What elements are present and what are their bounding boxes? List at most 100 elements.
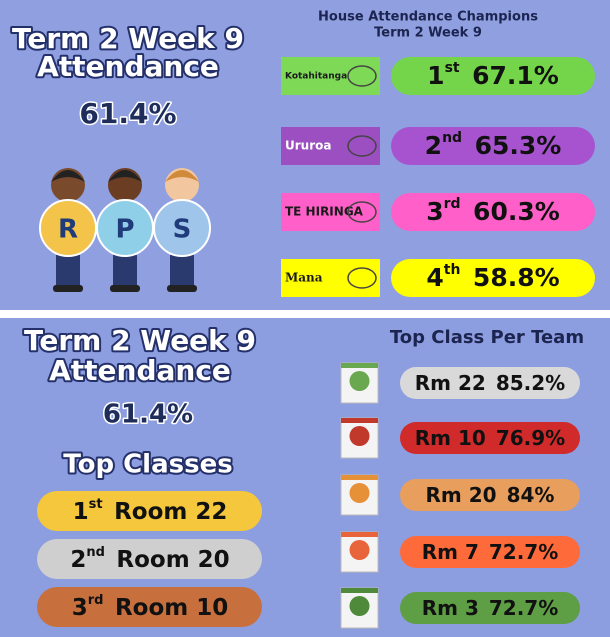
percent: 85.2% <box>496 371 565 395</box>
team-icon-top <box>341 475 378 480</box>
house-emblem <box>347 201 377 223</box>
overall: 61.4% <box>103 400 193 430</box>
team-pill <box>400 422 580 454</box>
house-title: House Attendance Champions <box>318 10 538 25</box>
title: Attendance <box>37 50 219 83</box>
room: Rm 3 <box>422 596 479 620</box>
room: Room 22 <box>114 499 227 525</box>
rank: 1 <box>73 499 89 525</box>
team-icon-top <box>341 532 378 537</box>
class-result: 2nd Room 20 <box>70 545 229 573</box>
room: Room 10 <box>115 595 228 621</box>
gap <box>486 371 496 395</box>
house-subtitle: Term 2 Week 9 <box>374 26 482 41</box>
house-emblem <box>347 135 377 157</box>
team-result: Rm 22 85.2% <box>415 371 565 395</box>
class-pill <box>37 491 262 531</box>
team-pill <box>400 536 580 568</box>
rank: 3 <box>72 595 88 621</box>
house-name: TE HIRINGA <box>285 205 364 219</box>
rank: 2 <box>425 131 442 160</box>
kid-shoes <box>167 285 197 292</box>
room: Rm 22 <box>415 371 486 395</box>
house-pill <box>391 127 595 165</box>
top-classes-title: Top Classes <box>63 450 232 480</box>
rank-suffix: st <box>445 60 460 76</box>
team-icon-emblem <box>349 371 370 391</box>
rank: 1 <box>427 61 444 90</box>
kid-hair <box>108 170 142 182</box>
gap <box>479 540 489 564</box>
percent: 65.3% <box>475 131 562 160</box>
rank: 4 <box>426 263 443 292</box>
house-name: Mana <box>285 271 323 285</box>
kid-shoes <box>110 285 140 292</box>
house-name: Kotahitanga <box>285 72 347 82</box>
rank-suffix: st <box>89 497 103 512</box>
house-pill <box>391 57 595 95</box>
rank-suffix: th <box>444 262 461 278</box>
team-result: Rm 10 76.9% <box>415 426 565 450</box>
kid-badge <box>153 199 211 257</box>
house-emblem <box>347 65 377 87</box>
room: Room 20 <box>116 547 229 573</box>
team-result: Rm 7 72.7% <box>422 540 559 564</box>
class-pill <box>37 587 262 627</box>
team-icon-top <box>341 418 378 423</box>
gap <box>105 547 117 573</box>
rank-suffix: rd <box>444 196 461 212</box>
percent: 60.3% <box>473 197 560 226</box>
team-title: Top Class Per Team <box>390 327 584 348</box>
percent: 58.8% <box>473 263 560 292</box>
rank-suffix: nd <box>86 545 105 560</box>
house-banner <box>281 127 380 165</box>
kid-hair <box>165 170 199 182</box>
gap <box>103 595 115 621</box>
percent: 67.1% <box>472 61 559 90</box>
percent: 84% <box>507 483 555 507</box>
house-banner <box>281 193 380 231</box>
room: Rm 10 <box>415 426 486 450</box>
team-icon-emblem <box>349 596 370 616</box>
logo-letter: S <box>173 215 192 245</box>
team-icon-emblem <box>349 483 370 503</box>
logo-letter: R <box>58 215 78 245</box>
house-emblem <box>347 267 377 289</box>
kid-legs <box>113 255 137 287</box>
house-pill <box>391 259 595 297</box>
rank-suffix: nd <box>442 130 462 146</box>
team-pill <box>400 592 580 624</box>
percent: 76.9% <box>496 426 565 450</box>
logo-letter: P <box>115 215 134 245</box>
rank-suffix: rd <box>88 593 104 608</box>
class-pill <box>37 539 262 579</box>
gap <box>460 61 473 90</box>
kid-shoes <box>53 285 83 292</box>
gap <box>462 131 475 160</box>
title: Term 2 Week 9 <box>12 22 244 55</box>
house-result: 1st 67.1% <box>427 60 559 90</box>
gap <box>103 499 115 525</box>
house-result: 2nd 65.3% <box>425 130 562 160</box>
gap <box>486 426 496 450</box>
house-name: Ururoa <box>285 139 331 153</box>
class-result: 3rd Room 10 <box>72 593 229 621</box>
team-pill <box>400 367 580 399</box>
team-icon-emblem <box>349 540 370 560</box>
house-result: 3rd 60.3% <box>426 196 560 226</box>
kid-hair <box>51 170 85 182</box>
gap <box>461 197 474 226</box>
title: Term 2 Week 9 <box>24 324 256 357</box>
class-result: 1st Room 22 <box>73 497 228 525</box>
gap <box>479 596 489 620</box>
gap <box>497 483 507 507</box>
team-icon-top <box>341 588 378 593</box>
gap <box>460 263 473 292</box>
percent: 72.7% <box>489 540 558 564</box>
room: Rm 7 <box>422 540 479 564</box>
team-icon-top <box>341 363 378 368</box>
room: Rm 20 <box>426 483 497 507</box>
house-banner <box>281 57 380 95</box>
house-pill <box>391 193 595 231</box>
